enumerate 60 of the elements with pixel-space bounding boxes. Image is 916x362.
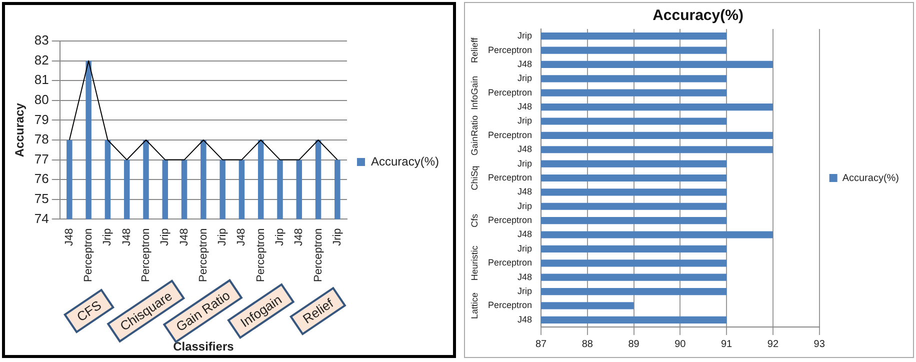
- y-tick-label: Jrip: [518, 30, 532, 41]
- x-tick-label: Perceptron: [312, 228, 324, 282]
- y-tick-label: Perceptron: [488, 44, 532, 55]
- chart-title: Accuracy(%): [652, 7, 744, 24]
- x-tick-label: 90: [674, 338, 686, 350]
- x-tick-label: 87: [535, 338, 548, 350]
- y-tick-label: J48: [518, 186, 532, 197]
- text: Heuristic: [469, 245, 480, 281]
- y-tick-label: Perceptron: [488, 300, 532, 310]
- y-tick-label: Jrip: [518, 200, 532, 211]
- y-tick-label: 79: [34, 112, 49, 127]
- legend-label: Accuracy(%): [842, 172, 900, 184]
- y-tick-label: Perceptron: [488, 215, 532, 226]
- x-tick-label: J48: [236, 228, 248, 246]
- y-tick-label: Perceptron: [488, 172, 532, 182]
- y-tick-label: Jrip: [518, 73, 532, 84]
- text: Relieff: [469, 37, 480, 63]
- y-tick-label: Jrip: [518, 158, 532, 168]
- x-tick-label: J48: [293, 228, 306, 246]
- text: GainRatio: [469, 115, 480, 156]
- legend-label: Accuracy(%): [370, 154, 440, 168]
- x-tick-label: Jrip: [331, 228, 344, 246]
- x-tick-label: J48: [120, 228, 133, 246]
- y-tick-label: Perceptron: [488, 130, 532, 140]
- y-tick-label: 76: [34, 171, 49, 186]
- y-tick-label: 77: [34, 151, 49, 166]
- text: Cfs: [469, 213, 480, 228]
- y-tick-label: 80: [34, 92, 49, 107]
- x-tick-label: J48: [178, 228, 190, 246]
- y-tick-label: Jrip: [518, 286, 532, 296]
- x-tick-label: 88: [582, 338, 594, 350]
- y-tick-label: 78: [34, 132, 49, 147]
- x-tick-label: 93: [814, 338, 826, 350]
- y-tick-label: J48: [518, 314, 532, 324]
- x-tick-label: 92: [767, 338, 779, 350]
- text: InfoGain: [469, 76, 480, 110]
- y-tick-label: J48: [518, 102, 532, 112]
- y-tick-label: 83: [34, 32, 49, 48]
- x-tick-label: Jrip: [216, 228, 229, 246]
- x-tick-label: J48: [63, 228, 76, 246]
- y-tick-label: 82: [34, 52, 49, 68]
- y-tick-label: J48: [518, 144, 532, 154]
- y-tick-label: Perceptron: [488, 87, 532, 98]
- x-tick-label: Jrip: [274, 228, 286, 246]
- x-tick-label: 89: [628, 338, 640, 350]
- y-tick-label: 75: [34, 190, 49, 206]
- y-tick-label: 81: [34, 72, 49, 88]
- y-tick-label: Jrip: [518, 116, 532, 126]
- x-tick-label: Perceptron: [254, 228, 267, 282]
- y-tick-label: J48: [518, 58, 532, 69]
- y-axis-title: Accuracy: [12, 102, 27, 158]
- y-tick-label: Perceptron: [488, 258, 532, 268]
- text: ChiSq: [469, 166, 480, 190]
- y-tick-label: Jrip: [518, 243, 532, 254]
- y-tick-label: 74: [34, 210, 49, 226]
- x-tick-label: 91: [720, 338, 733, 350]
- x-tick-label: Jrip: [102, 228, 114, 246]
- x-tick-label: Jrip: [159, 228, 172, 246]
- x-tick-label: Perceptron: [82, 228, 95, 282]
- text: Lattice: [469, 292, 480, 319]
